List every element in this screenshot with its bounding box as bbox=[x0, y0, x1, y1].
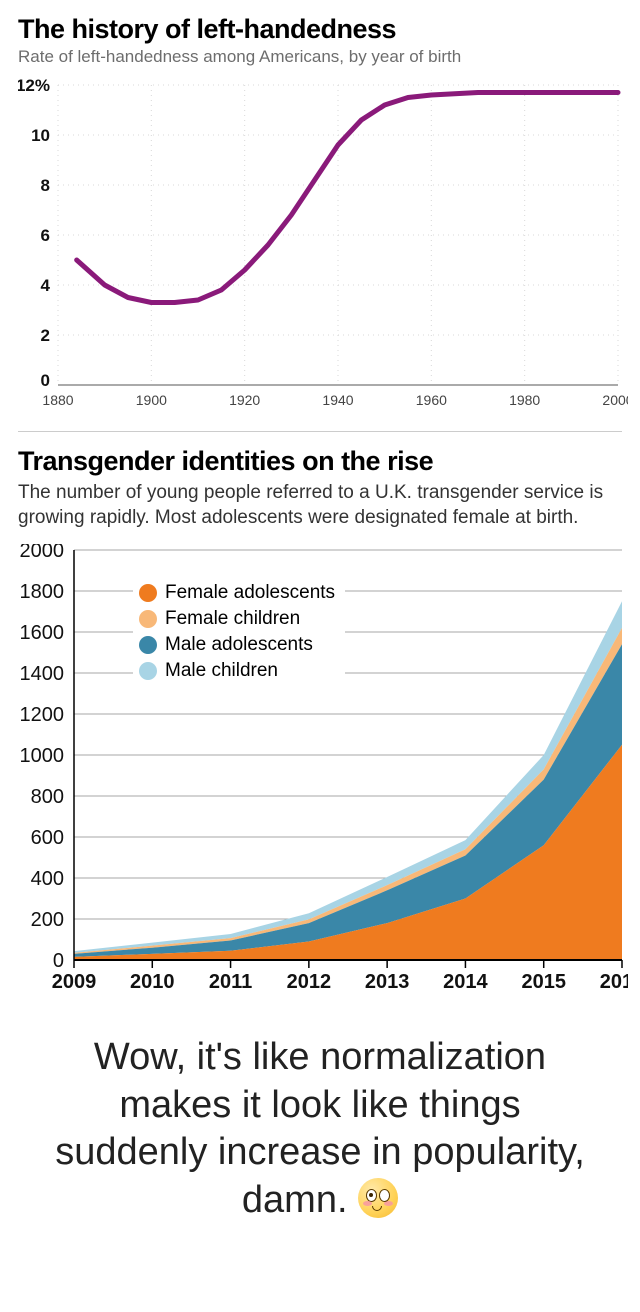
legend-swatch-icon bbox=[139, 636, 157, 654]
svg-text:2009: 2009 bbox=[52, 971, 97, 993]
svg-text:2000: 2000 bbox=[602, 392, 628, 408]
svg-text:2011: 2011 bbox=[209, 971, 252, 993]
svg-text:2016: 2016 bbox=[600, 971, 628, 993]
legend-item: Male children bbox=[139, 660, 335, 682]
legend-swatch-icon bbox=[139, 662, 157, 680]
svg-text:1980: 1980 bbox=[509, 392, 540, 408]
svg-text:12%: 12% bbox=[18, 77, 50, 95]
svg-text:1880: 1880 bbox=[42, 392, 73, 408]
svg-text:2012: 2012 bbox=[287, 971, 332, 993]
svg-text:1600: 1600 bbox=[20, 622, 65, 644]
svg-text:1940: 1940 bbox=[322, 392, 353, 408]
svg-text:1920: 1920 bbox=[229, 392, 260, 408]
legend-label: Female adolescents bbox=[165, 582, 335, 604]
chart1-plot: 24681012%01880190019201940196019802000 bbox=[18, 77, 622, 415]
chart2-title: Transgender identities on the rise bbox=[18, 446, 622, 477]
svg-text:0: 0 bbox=[41, 371, 50, 390]
svg-text:0: 0 bbox=[53, 950, 64, 972]
legend-item: Male adolescents bbox=[139, 634, 335, 656]
legend-swatch-icon bbox=[139, 584, 157, 602]
svg-text:2014: 2014 bbox=[443, 971, 488, 993]
svg-text:2013: 2013 bbox=[365, 971, 410, 993]
svg-text:10: 10 bbox=[31, 126, 50, 145]
svg-text:2000: 2000 bbox=[20, 544, 65, 562]
caption-text: Wow, it's like normalization makes it lo… bbox=[0, 1004, 640, 1284]
svg-text:400: 400 bbox=[31, 868, 64, 890]
chart1-title: The history of left-handedness bbox=[18, 14, 622, 45]
section-divider bbox=[18, 431, 622, 432]
legend-label: Male adolescents bbox=[165, 634, 313, 656]
legend-label: Female children bbox=[165, 608, 300, 630]
chart2-section: Transgender identities on the rise The n… bbox=[0, 438, 640, 1004]
svg-text:1960: 1960 bbox=[416, 392, 447, 408]
svg-text:1000: 1000 bbox=[20, 745, 65, 767]
svg-text:2010: 2010 bbox=[130, 971, 175, 993]
chart2-subtitle: The number of young people referred to a… bbox=[18, 481, 622, 530]
svg-text:1900: 1900 bbox=[136, 392, 167, 408]
svg-text:2: 2 bbox=[41, 326, 50, 345]
chart1-subtitle: Rate of left-handedness among Americans,… bbox=[18, 47, 622, 67]
legend-swatch-icon bbox=[139, 610, 157, 628]
svg-text:1400: 1400 bbox=[20, 663, 65, 685]
chart2-plot: 0 200 400 600 800 1000 1200 1400 1600 1800 2000 200… bbox=[18, 544, 622, 994]
svg-text:800: 800 bbox=[31, 786, 64, 808]
svg-text:600: 600 bbox=[31, 827, 64, 849]
svg-text:4: 4 bbox=[41, 276, 51, 295]
legend-label: Male children bbox=[165, 660, 278, 682]
chart1-section: The history of left-handedness Rate of l… bbox=[0, 0, 640, 425]
svg-text:1800: 1800 bbox=[20, 581, 65, 603]
legend-item: Female adolescents bbox=[139, 582, 335, 604]
svg-text:6: 6 bbox=[41, 226, 50, 245]
svg-text:1200: 1200 bbox=[20, 704, 65, 726]
svg-text:200: 200 bbox=[31, 909, 64, 931]
legend-item: Female children bbox=[139, 608, 335, 630]
flushed-emoji-icon bbox=[358, 1178, 398, 1218]
chart2-legend: Female adolescents Female children Male ad… bbox=[133, 574, 345, 690]
svg-text:2015: 2015 bbox=[521, 971, 566, 993]
svg-text:8: 8 bbox=[41, 176, 50, 195]
